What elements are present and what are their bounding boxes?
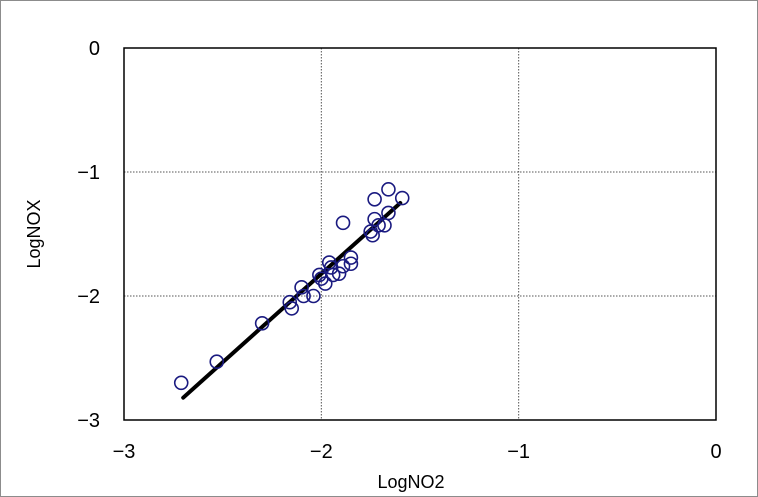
data-point — [294, 280, 309, 295]
x-axis-title: LogNO2 — [377, 472, 444, 492]
y-axis-title: LogNOX — [24, 199, 44, 268]
grid-lines — [124, 48, 716, 420]
x-tick-label: −2 — [310, 441, 333, 463]
data-point — [325, 267, 341, 283]
data-point — [282, 294, 298, 310]
data-point — [335, 258, 351, 274]
plot-area — [123, 47, 717, 421]
y-tick-label: −1 — [77, 162, 100, 184]
y-tick-label: −3 — [77, 410, 100, 432]
data-point — [343, 250, 359, 265]
data-point — [381, 205, 396, 221]
trend-line-layer — [181, 201, 403, 400]
data-point — [254, 315, 270, 331]
x-tick-label: −3 — [113, 441, 136, 463]
data-points — [173, 182, 410, 391]
trend-line — [181, 201, 403, 400]
data-point — [331, 266, 347, 281]
data-point — [371, 218, 386, 233]
data-point — [335, 215, 351, 231]
data-point — [367, 191, 382, 207]
x-tick-label: 0 — [710, 441, 721, 463]
data-point — [343, 256, 359, 272]
data-point — [173, 375, 189, 391]
y-tick-label: 0 — [89, 38, 100, 60]
data-point — [284, 301, 300, 316]
tick-labels: −3 −2 −1 0 −3 −2 −1 0 — [77, 38, 721, 463]
data-point — [296, 288, 311, 304]
x-tick-label: −1 — [507, 441, 530, 463]
data-point — [317, 276, 333, 291]
y-tick-label: −2 — [77, 286, 100, 308]
data-point — [365, 227, 380, 243]
data-point — [209, 354, 225, 370]
data-point — [394, 190, 410, 206]
data-point — [381, 182, 396, 197]
data-point — [306, 288, 321, 304]
